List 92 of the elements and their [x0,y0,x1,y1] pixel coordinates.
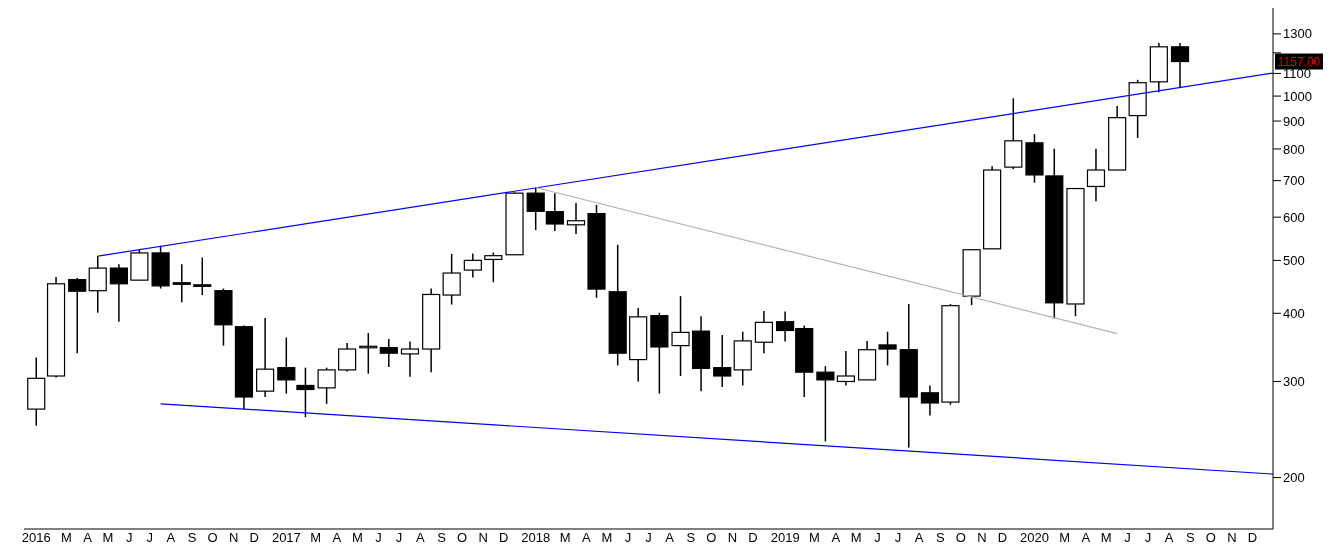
candlestick [836,350,855,387]
candlestick [754,310,774,354]
x-tick-label: M [1100,530,1112,546]
candlestick [68,277,87,354]
x-tick-label: D [997,530,1008,546]
y-tick-label: 800 [1283,141,1305,157]
candlestick [379,338,398,368]
candlestick [193,256,212,296]
x-tick-label: O [1205,530,1216,546]
x-tick-label: D [498,530,509,546]
y-tick-label: 300 [1283,374,1305,390]
candlestick [442,253,461,306]
x-tick-label: O [456,530,468,546]
x-tick-label: M [102,530,114,546]
x-tick-label: A [166,530,176,546]
x-tick-label: J [874,530,881,546]
x-tick-label: A [581,530,591,546]
candlestick [296,366,315,418]
candlestick [256,317,275,398]
x-tick-label: 2019 [770,530,800,546]
candlestick [172,263,191,304]
candlestick [713,334,732,388]
x-tick-label: M [809,530,820,546]
x-tick-label: M [310,530,322,546]
candlestick [671,295,690,377]
candlestick [400,340,420,378]
x-tick-label: 2020 [1020,530,1049,546]
x-tick-label: N [229,530,239,546]
candlestick [277,336,296,395]
x-tick-label: J [125,530,133,546]
x-tick-label: A [1081,530,1091,546]
text: 1157.00 [1277,54,1321,69]
x-tick-label: J [146,530,153,546]
x-tick-label: J [375,530,382,546]
y-tick-label: 1000 [1283,88,1312,104]
x-tick-label: N [1227,530,1237,546]
x-tick-label: J [1124,530,1131,546]
x-tick-label: A [914,530,924,546]
x-tick-label: O [955,530,966,546]
x-tick-label: S [1185,530,1195,546]
x-tick-label: J [645,530,652,546]
y-tick-label: 200 [1283,470,1305,486]
x-tick-label: M [1059,530,1071,546]
candlestick [484,251,503,283]
candlestick [88,255,107,314]
x-tick-label: D [748,530,758,546]
y-tick-label: 1100 [1283,66,1311,82]
y-tick-label: 600 [1283,209,1305,225]
x-tick-label: J [1144,530,1152,546]
candlestick [463,252,482,279]
candlestick [109,263,129,323]
y-tick-label: 1300 [1283,26,1312,42]
x-tick-label: A [665,530,675,546]
y-tick-label: 700 [1283,173,1305,189]
x-tick-label: A [415,530,425,546]
y-tick-label: 500 [1283,253,1305,268]
x-tick-label: N [977,530,987,546]
candlestick [1170,42,1190,89]
x-tick-label: S [686,530,696,546]
x-tick-label: N [727,530,738,546]
candlestick [1086,147,1106,202]
x-tick-label: A [332,530,342,546]
x-tick-label: D [1247,530,1258,546]
candlestick [566,202,586,235]
x-tick-label: O [207,530,218,546]
x-tick-label: M [559,530,571,546]
x-tick-label: S [935,530,945,546]
y-tick-label: 900 [1283,113,1305,129]
x-tick-label: J [395,530,403,546]
candlestick [816,365,835,443]
x-tick-label: 2018 [521,530,551,546]
x-tick-label: N [478,530,488,546]
x-tick-label: M [60,530,72,546]
candlestick [878,331,897,367]
x-tick-label: S [437,530,447,546]
candlestick [338,342,357,373]
x-tick-label: O [706,530,717,546]
x-tick-label: A [831,530,841,546]
x-tick-label: A [1164,530,1174,546]
y-tick-label: 400 [1283,305,1305,321]
x-tick-label: J [894,530,902,546]
x-tick-label: M [850,530,862,546]
x-tick-label: M [352,530,363,546]
candlestick [317,366,336,405]
x-tick-label: M [601,530,613,546]
x-tick-label: 2016 [21,530,51,546]
x-tick-label: S [187,530,197,546]
x-tick-label: J [624,530,632,546]
x-tick-label: A [83,530,93,546]
x-tick-label: D [249,530,259,546]
x-tick-label: 2017 [271,530,301,546]
candlestick [920,384,940,417]
